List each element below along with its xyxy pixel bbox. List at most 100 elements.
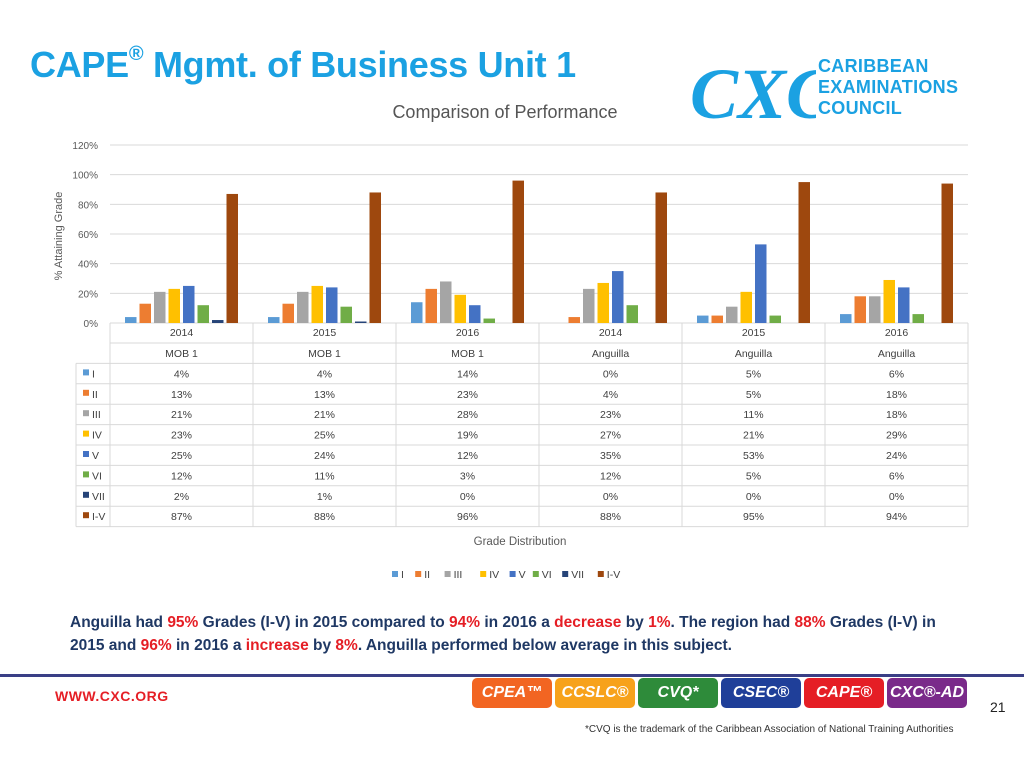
bar-vii <box>355 321 367 323</box>
page-number: 21 <box>990 699 1006 715</box>
legend-label: VI <box>542 569 552 581</box>
data-label: 13% <box>314 389 335 401</box>
data-label: 23% <box>171 430 192 442</box>
badge-cxcad: CXC®-AD <box>887 678 967 708</box>
bar-iii <box>726 306 738 323</box>
bar-vi <box>483 318 495 323</box>
data-label: 96% <box>457 511 478 523</box>
data-label: 4% <box>174 368 189 380</box>
bar-i-v <box>798 182 810 323</box>
data-label: 3% <box>460 470 475 482</box>
data-label: 23% <box>600 409 621 421</box>
legend-key <box>83 369 89 376</box>
data-label: 0% <box>603 491 618 503</box>
bar-iv <box>311 285 323 323</box>
table-series-label: I <box>92 368 95 380</box>
data-label: 12% <box>171 470 192 482</box>
data-label: 4% <box>317 368 332 380</box>
x-tick-group: Anguilla <box>735 348 773 360</box>
x-tick-group: MOB 1 <box>165 348 198 360</box>
logo-line-1: CARIBBEAN <box>818 56 929 76</box>
bar-i-v <box>369 192 381 323</box>
y-tick-label: 80% <box>78 200 98 211</box>
data-label: 5% <box>746 470 761 482</box>
table-series-label: VI <box>92 470 102 482</box>
bar-v <box>469 305 481 323</box>
legend-key <box>83 491 89 498</box>
data-label: 19% <box>457 430 478 442</box>
website-link[interactable]: WWW.CXC.ORG <box>55 688 169 704</box>
legend-label: VII <box>571 569 584 581</box>
bar-vi <box>912 314 924 323</box>
data-label: 25% <box>314 430 335 442</box>
y-tick-label: 120% <box>72 141 98 152</box>
summary-value: 94% <box>449 614 481 631</box>
legend-swatch <box>480 571 487 577</box>
data-label: 0% <box>746 491 761 503</box>
data-label: 5% <box>746 389 761 401</box>
x-tick-year: 2014 <box>599 327 623 339</box>
data-label: 24% <box>314 450 335 462</box>
data-label: 53% <box>743 450 764 462</box>
cxc-logo: CXC CARIBBEAN EXAMINATIONS COUNCIL <box>688 44 988 134</box>
data-label: 21% <box>314 409 335 421</box>
bar-iv <box>883 279 895 323</box>
y-tick-label: 60% <box>78 230 98 241</box>
legend-swatch <box>597 571 604 577</box>
bar-i <box>411 302 423 323</box>
badge-cape: CAPE® <box>804 678 884 708</box>
data-label: 0% <box>889 491 904 503</box>
data-label: 14% <box>457 368 478 380</box>
summary-part: . The region had <box>670 614 795 631</box>
data-label: 21% <box>743 430 764 442</box>
y-axis-label: % Attaining Grade <box>53 192 65 281</box>
bar-v <box>755 244 767 323</box>
x-tick-year: 2016 <box>885 327 909 339</box>
bar-i <box>840 314 852 323</box>
data-label: 29% <box>886 430 907 442</box>
summary-part: in 2016 a <box>480 614 555 631</box>
logo-line-3: COUNCIL <box>818 98 903 118</box>
bar-iii <box>154 291 166 323</box>
bar-iii <box>869 296 881 323</box>
bar-ii <box>854 296 866 323</box>
bar-ii <box>568 317 580 323</box>
data-label: 21% <box>171 409 192 421</box>
legend-label: IV <box>489 569 499 581</box>
data-label: 95% <box>743 511 764 523</box>
bar-iv <box>168 288 180 323</box>
bar-vi <box>340 306 352 323</box>
summary-value: 96% <box>140 637 172 654</box>
legend-swatch <box>444 571 451 577</box>
program-badges: CPEA™ CCSLC® CVQ* CSEC® CAPE® CXC®-AD <box>472 678 967 708</box>
legend-label: III <box>454 569 463 581</box>
table-series-label: VII <box>92 491 105 503</box>
data-label: 6% <box>889 368 904 380</box>
badge-cvq: CVQ* <box>638 678 718 708</box>
badge-ccslc: CCSLC® <box>555 678 635 708</box>
data-label: 4% <box>603 389 618 401</box>
x-axis-label: Grade Distribution <box>474 536 567 548</box>
data-label: 2% <box>174 491 189 503</box>
y-tick-label: 40% <box>78 260 98 271</box>
data-label: 24% <box>886 450 907 462</box>
data-label: 28% <box>457 409 478 421</box>
data-label: 25% <box>171 450 192 462</box>
summary-part: by <box>308 637 336 654</box>
data-label: 1% <box>317 491 332 503</box>
table-series-label: I-V <box>92 511 105 523</box>
x-tick-group: Anguilla <box>592 348 630 360</box>
legend-label: I-V <box>607 569 620 581</box>
cxc-logo-mark-icon: CXC <box>690 54 835 134</box>
bar-vi <box>197 305 209 323</box>
bar-iii <box>440 281 452 323</box>
title-prefix: CAPE <box>30 44 129 85</box>
bar-i-v <box>226 193 238 323</box>
summary-text: Anguilla had 95% Grades (I-V) in 2015 co… <box>70 611 970 657</box>
x-tick-year: 2015 <box>313 327 337 339</box>
chart-title: Comparison of Performance <box>392 102 618 122</box>
bar-iv <box>454 294 466 323</box>
data-label: 12% <box>600 470 621 482</box>
data-label: 87% <box>171 511 192 523</box>
bar-ii <box>425 288 437 323</box>
